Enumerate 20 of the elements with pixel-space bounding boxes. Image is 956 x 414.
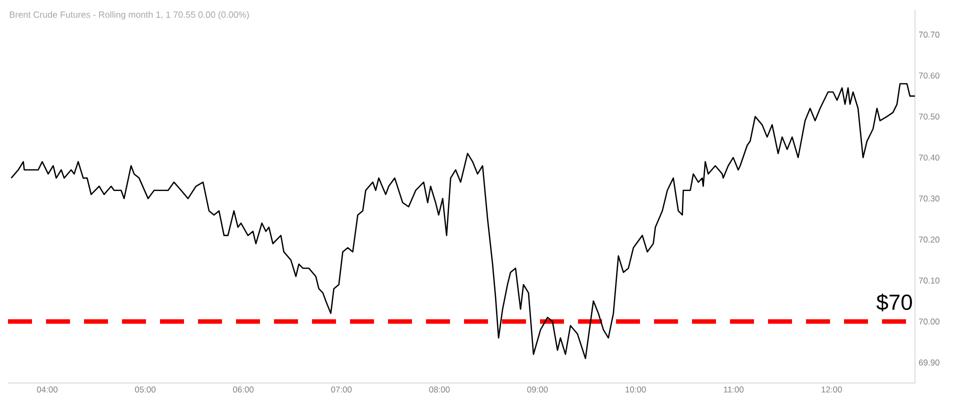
- y-tick-label: 69.90: [918, 360, 940, 366]
- ref-line-label: $70: [876, 294, 912, 312]
- chart-title: Brent Crude Futures - Rolling month 1, 1 70.55 0.00 (0.00%): [10, 11, 249, 20]
- x-tick-label: 07:00: [331, 386, 352, 393]
- x-tick-label: 12:00: [822, 386, 842, 393]
- y-tick-label: 70.30: [918, 196, 940, 202]
- x-tick-label: 06:00: [233, 386, 254, 393]
- x-tick-label: 10:00: [626, 386, 646, 393]
- x-tick-label: 11:00: [724, 386, 744, 393]
- y-tick-label: 70.60: [918, 72, 940, 79]
- y-tick-label: 70.50: [918, 114, 940, 120]
- x-tick-label: 04:00: [36, 386, 58, 393]
- y-tick-label: 70.00: [918, 318, 940, 325]
- y-tick-label: 70.10: [918, 278, 940, 284]
- x-tick-label: 09:00: [527, 386, 548, 393]
- y-tick-label: 70.20: [918, 236, 940, 243]
- x-tick-label: 05:00: [135, 386, 156, 393]
- y-tick-label: 70.40: [918, 154, 940, 161]
- x-tick-label: 08:00: [429, 386, 450, 393]
- y-tick-label: 70.70: [918, 32, 940, 38]
